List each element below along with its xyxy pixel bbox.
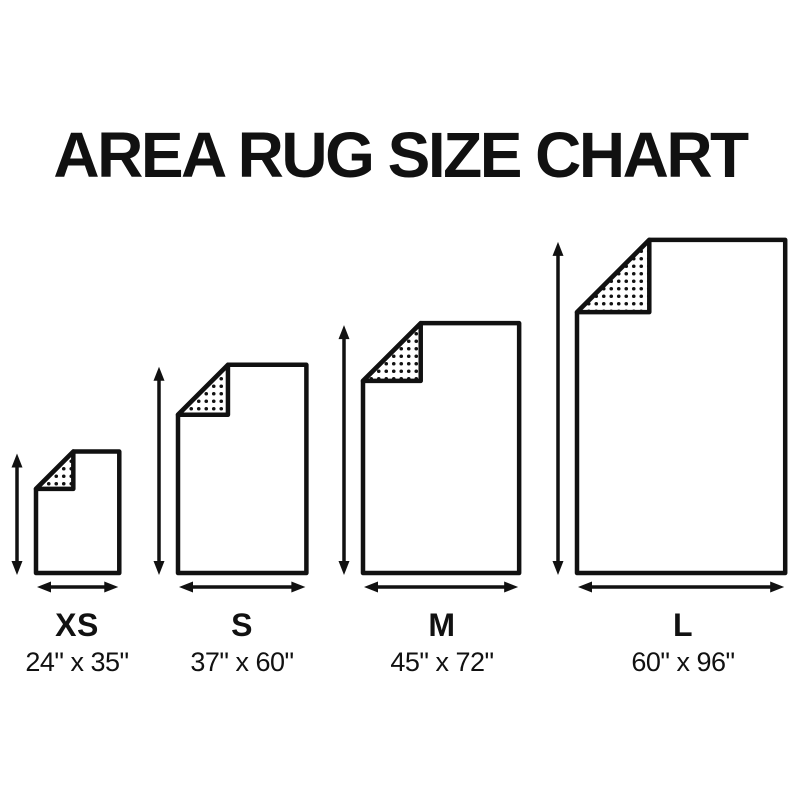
size-label-l: L <box>672 607 694 643</box>
height-arrow-l <box>552 241 564 575</box>
size-dimensions-l: 60" x 96" <box>631 647 735 677</box>
size-dimensions-xs: 24" x 35" <box>25 647 129 677</box>
size-label-xs: XS <box>55 607 99 643</box>
width-arrow-m <box>364 581 519 593</box>
arrowhead <box>37 581 51 593</box>
arrowhead <box>552 241 564 256</box>
rug-fold-corner-s <box>175 362 231 417</box>
size-label-m: M <box>428 607 456 643</box>
size-caption-s: S 37" x 60" <box>152 608 332 677</box>
size-caption-xs: XS 24" x 35" <box>0 608 167 677</box>
rug-outline-xs <box>33 449 122 576</box>
width-arrow-s <box>179 581 306 593</box>
arrowhead <box>291 581 306 593</box>
rug-fold-corner-xs <box>33 449 76 492</box>
size-dimensions-m: 45" x 72" <box>390 647 494 677</box>
arrowhead <box>153 366 165 381</box>
width-arrow-xs <box>37 581 119 593</box>
rug-figure-xs <box>11 449 122 593</box>
arrowhead <box>364 581 378 593</box>
arrowhead <box>552 561 564 575</box>
arrowhead <box>578 581 592 593</box>
rug-fold-corner-m <box>360 320 423 384</box>
size-label-s: S <box>231 607 253 643</box>
size-dimensions-s: 37" x 60" <box>190 647 294 677</box>
height-arrow-s <box>153 366 165 575</box>
height-arrow-m <box>338 325 350 575</box>
size-caption-l: L 60" x 96" <box>593 608 773 677</box>
arrowhead <box>104 581 119 593</box>
arrowhead <box>338 325 350 340</box>
rug-figures-layer <box>11 237 788 593</box>
rug-figure-s <box>153 362 309 593</box>
rug-figure-l <box>552 237 788 593</box>
arrowhead <box>770 581 785 593</box>
width-arrow-l <box>578 581 785 593</box>
arrowhead <box>11 561 23 575</box>
height-arrow-xs <box>11 453 23 575</box>
arrowhead <box>153 561 165 575</box>
arrowhead <box>504 581 519 593</box>
size-caption-m: M 45" x 72" <box>352 608 532 677</box>
arrowhead <box>11 453 23 468</box>
chart-title: AREA RUG SIZE CHART <box>53 119 749 191</box>
arrowhead <box>338 561 350 575</box>
arrowhead <box>179 581 193 593</box>
rug-figure-m <box>338 320 522 593</box>
rug-fold-corner-l <box>574 237 652 315</box>
